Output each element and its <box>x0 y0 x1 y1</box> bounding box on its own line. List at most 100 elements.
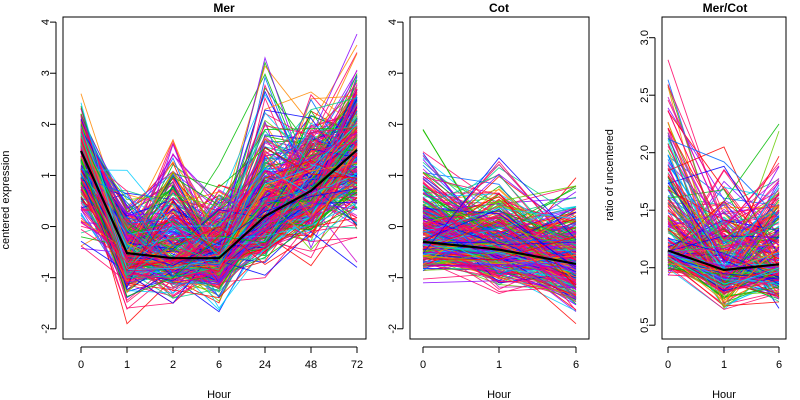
panel-cot-x-tick-label: 6 <box>573 359 579 371</box>
panel-mer-cot-y-tick-label: 0.5 <box>639 318 651 333</box>
panel-mer-cot-trace <box>667 168 780 259</box>
panel-mer-cot-trace <box>667 217 780 309</box>
panel-mer-cot-trace <box>667 257 780 288</box>
panel-mer-trace <box>80 89 358 266</box>
panel-cot-trace <box>422 242 577 268</box>
panel-cot-trace <box>422 174 577 260</box>
panel-mer-cot-trace <box>667 245 780 303</box>
panel-mer-cot-y-tick-label: 2.0 <box>639 145 651 160</box>
panel-mer-cot: Mer/Cot 0 1 6 0.5 1.0 1.5 2.0 2.5 3.0 Hour rati… <box>604 1 787 400</box>
panel-mer-cot-y-label: ratio of uncentered <box>604 129 616 221</box>
panel-mer-cot-trace <box>667 212 780 246</box>
panel-mer-cot-frame <box>661 16 787 340</box>
panel-mer-cot-trace <box>667 221 780 253</box>
panel-cot-trace <box>422 241 577 272</box>
panel-mer-x-tick-label: 24 <box>259 359 271 371</box>
panel-mer-cot-trace <box>667 205 780 278</box>
panel-mer-cot-traces <box>667 59 780 310</box>
panel-mer-trace <box>80 176 358 277</box>
panel-mer-cot-trace <box>667 250 780 272</box>
panel-mer-cot-trace <box>667 254 780 287</box>
panel-mer-trace <box>80 126 358 251</box>
panel-cot-y-tick-label: -2 <box>387 324 399 334</box>
panel-mer-x-label: Hour <box>207 389 231 400</box>
panel-mer-cot-mean-line <box>667 249 780 272</box>
panel-cot-y-tick-label: -1 <box>387 273 399 283</box>
panel-mer-y-tick-label: 0 <box>40 223 52 229</box>
panel-mer-y-axis: -2 -1 0 1 2 3 4 <box>40 19 57 334</box>
panel-cot-traces <box>422 129 577 325</box>
panel-cot-trace <box>422 222 577 284</box>
panel-cot-trace <box>422 176 577 248</box>
panel-mer-y-tick-label: 1 <box>40 172 52 178</box>
panel-cot-y-axis: -2 -1 0 1 2 3 4 <box>387 19 404 334</box>
panel-mer-trace <box>80 121 358 261</box>
panel-mer-trace <box>80 91 358 264</box>
panel-mer-cot-trace <box>667 208 780 257</box>
panel-mer-x-tick-label: 48 <box>305 359 317 371</box>
panel-mer-trace <box>80 129 358 285</box>
panel-mer-cot-trace <box>667 138 780 219</box>
panel-mer-trace <box>80 96 358 284</box>
panel-mer-trace <box>80 134 358 261</box>
panel-mer-cot-x-tick-label: 0 <box>665 359 671 371</box>
panel-mer-cot-trace <box>667 149 780 307</box>
panel-mer-mean-line <box>79 149 358 260</box>
panel-cot-x-axis: 0 1 6 <box>420 346 579 371</box>
panel-mer-x-tick-label: 2 <box>170 359 176 371</box>
panel-mer-trace <box>80 105 358 266</box>
panel-mer-cot-trace <box>667 237 780 279</box>
panel-mer-y-tick-label: 2 <box>40 121 52 127</box>
panel-mer-cot-trace <box>667 213 780 253</box>
panel-cot-y-tick-label: 4 <box>387 19 399 25</box>
panel-mer-cot-trace <box>667 96 780 225</box>
panel-mer-cot-title: Mer/Cot <box>703 1 748 15</box>
panel-cot-trace <box>422 220 577 286</box>
panel-mer-y-label: centered expression <box>0 150 12 249</box>
panel-mer-trace <box>80 135 358 247</box>
panel-mer-x-axis: 0 1 2 6 24 48 72 <box>78 346 363 371</box>
panel-cot-trace <box>422 244 577 282</box>
panel-mer-cot-trace <box>667 155 780 207</box>
panel-mer-y-tick-label: 3 <box>40 70 52 76</box>
panel-cot-trace <box>422 207 577 261</box>
panel-cot-trace <box>422 204 577 247</box>
panel-mer-trace <box>80 178 358 299</box>
panel-mer-cot-y-tick-label: 1.0 <box>639 260 651 275</box>
panel-cot-trace <box>422 185 577 238</box>
panel-cot-y-tick-label: 0 <box>387 223 399 229</box>
panel-mer-y-tick-label: -2 <box>40 324 52 334</box>
panel-cot-trace <box>422 210 577 241</box>
panel-cot-trace <box>422 204 577 250</box>
panel-mer-cot-trace <box>667 258 780 293</box>
panel-mer-trace <box>80 186 358 281</box>
panel-mer-y-tick-label: -1 <box>40 273 52 283</box>
panel-mer-frame <box>62 16 367 340</box>
panel-cot-y-tick-label: 2 <box>387 121 399 127</box>
panel-cot-trace <box>422 157 577 254</box>
panel-mer-cot-x-label: Hour <box>712 389 736 400</box>
panel-mer-cot-x-axis: 0 1 6 <box>665 346 782 371</box>
panel-mer-traces <box>80 33 358 325</box>
panel-cot-x-tick-label: 1 <box>496 359 502 371</box>
panel-mer-trace <box>80 132 358 250</box>
panel-mer-cot-y-axis: 0.5 1.0 1.5 2.0 2.5 3.0 <box>639 30 656 333</box>
panel-mer-cot-trace <box>667 256 780 280</box>
panel-mer-cot-trace <box>667 265 780 310</box>
panel-cot-trace <box>422 235 577 260</box>
panel-mer-x-tick-label: 6 <box>216 359 222 371</box>
panel-cot-mean-line <box>422 240 577 265</box>
panel-cot-trace <box>422 221 577 254</box>
panel-cot-x-label: Hour <box>487 389 511 400</box>
panel-mer-cot-trace <box>667 111 780 264</box>
panel-mer-cot-trace <box>667 154 780 269</box>
panel-mer-trace <box>80 144 358 267</box>
panel-mer-cot-x-tick-label: 1 <box>721 359 727 371</box>
panel-mer-cot-trace <box>667 187 780 241</box>
panel-mer-cot-y-tick-label: 1.5 <box>639 203 651 218</box>
panel-mer-cot-trace <box>667 252 780 276</box>
panel-mer-cot-trace <box>667 146 780 269</box>
panel-mer-cot-trace <box>667 110 780 299</box>
panel-mer-title: Mer <box>213 1 235 15</box>
